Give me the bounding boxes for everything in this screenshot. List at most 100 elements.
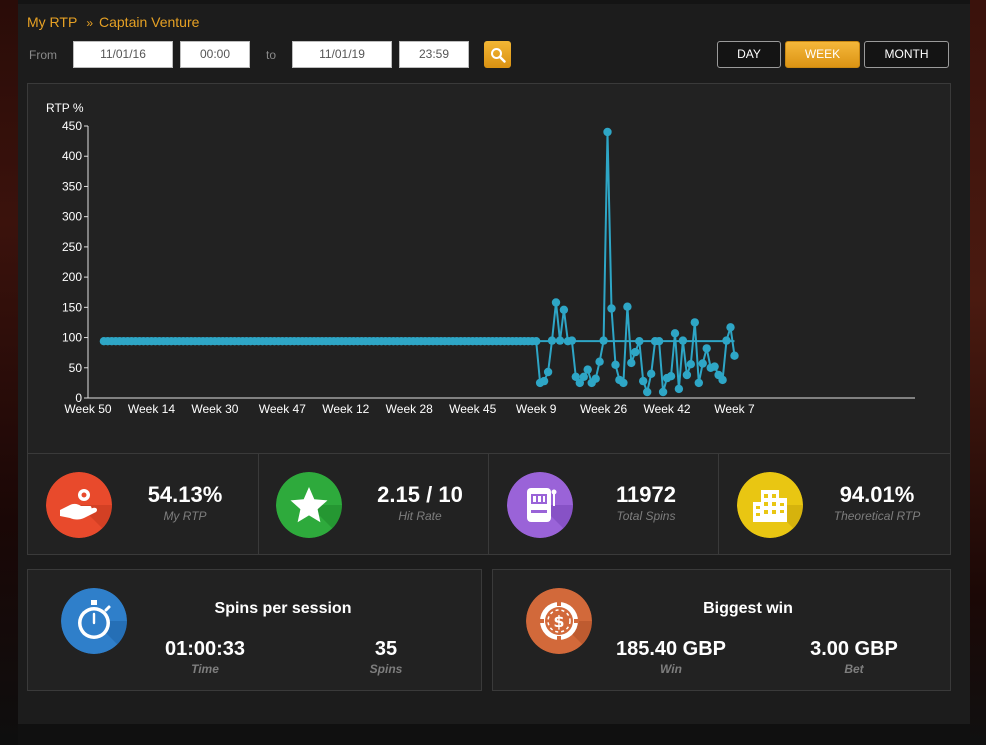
x-tick-label: Week 30 [191,402,238,416]
data-point [726,323,735,332]
data-point [670,329,680,338]
to-time-input[interactable]: 23:59 [399,41,469,68]
data-point [611,360,620,369]
data-point [682,370,692,380]
background-left [0,0,18,745]
x-tick-label: Week 47 [259,402,306,416]
data-point [710,362,719,371]
session-spins-label: Spins [369,662,403,676]
breadcrumb-current: Captain Venture [99,14,200,30]
data-point [722,336,731,345]
stat-total-spins: 11972 Total Spins [488,454,718,554]
data-point [543,367,553,377]
stopwatch-icon [61,588,127,654]
bottom-strip [18,724,970,745]
y-tick-label: 450 [62,119,82,133]
breadcrumb: My RTP » Captain Venture [27,14,199,30]
stat-label: My RTP [163,509,207,523]
data-point [627,358,636,368]
x-tick-label: Week 12 [322,402,369,416]
data-point [551,298,561,307]
data-point [635,337,644,346]
data-point [690,318,699,327]
stat-label: Total Spins [616,509,676,523]
data-point [654,337,664,346]
x-tick-label: Week 45 [449,402,496,416]
slot-machine-icon [507,472,573,538]
data-point [599,336,608,345]
data-point [639,376,648,386]
x-tick-label: Week 26 [580,402,627,416]
to-label: to [266,48,277,62]
x-tick-label: Week 9 [516,402,557,416]
biggest-win-value: 185.40 GBP [615,638,727,660]
data-point [698,359,707,368]
data-point [694,378,703,388]
svg-text:$: $ [553,612,564,631]
y-tick-label: 400 [62,149,82,163]
data-point [702,344,711,353]
background-right [970,0,986,745]
data-point [567,336,577,345]
stat-label: Hit Rate [398,509,442,523]
data-point [547,336,557,345]
from-label: From [29,48,57,62]
data-point [579,372,588,381]
week-button[interactable]: WEEK [785,41,860,68]
spins-per-session-card: Spins per session 01:00:33 Time 35 Spins [27,569,482,691]
stat-theoretical-rtp: 94.01% Theoretical RTP [718,454,950,554]
x-tick-label: Week 50 [64,402,111,416]
data-point [666,372,676,381]
stat-value: 54.13% [147,482,223,507]
bet-value: 3.00 GBP [810,638,898,660]
stats-row: 54.13% My RTP 2.15 / 10 Hit Rate [27,453,951,555]
data-point [643,387,652,397]
stat-my-rtp: 54.13% My RTP [28,454,258,554]
casino-chip-icon: $ [526,588,592,654]
building-icon [737,472,803,538]
data-point [591,374,600,383]
search-icon [490,47,506,63]
data-point [647,369,656,378]
to-date-input[interactable]: 11/01/19 [292,41,392,68]
biggest-win-label: Win [660,662,682,676]
data-point [559,305,569,314]
data-point [603,127,612,137]
y-tick-label: 150 [62,300,82,314]
breadcrumb-separator: » [86,16,93,30]
y-tick-label: 200 [62,270,82,284]
stat-value: 2.15 / 10 [377,482,463,507]
x-tick-label: Week 14 [128,402,175,416]
data-point [595,357,604,366]
stat-label: Theoretical RTP [833,509,921,523]
data-point [575,378,584,388]
data-point [607,304,616,313]
hand-coin-icon [46,472,112,538]
data-point [539,376,549,386]
month-button[interactable]: MONTH [864,41,949,68]
data-point [718,375,727,385]
from-time-input[interactable]: 00:00 [180,41,250,68]
star-icon [276,472,342,538]
x-tick-label: Week 28 [386,402,433,416]
win-card-title: Biggest win [703,600,793,617]
day-button[interactable]: DAY [717,41,781,68]
y-tick-label: 250 [62,240,82,254]
data-point [678,336,688,345]
y-tick-label: 350 [62,179,82,193]
data-point [571,372,580,381]
rtp-line-chart[interactable]: RTP % 0 50 100 150 200 250 300 350 400 450 Week 50 W… [28,84,950,452]
rtp-chart-panel: RTP % 0 50 100 150 200 250 300 350 400 450 Week 50 W… [27,83,951,453]
rtp-series-line [103,131,736,396]
data-point [623,302,632,311]
from-date-input[interactable]: 11/01/16 [73,41,173,68]
breadcrumb-root[interactable]: My RTP [27,14,78,30]
y-tick-label: 100 [62,331,82,345]
y-axis-label: RTP % [46,101,84,115]
data-point [674,384,684,394]
data-point [583,365,592,374]
stat-value: 94.01% [839,482,915,507]
data-point [730,351,739,360]
y-tick-label: 50 [69,361,83,375]
search-button[interactable] [484,41,511,68]
